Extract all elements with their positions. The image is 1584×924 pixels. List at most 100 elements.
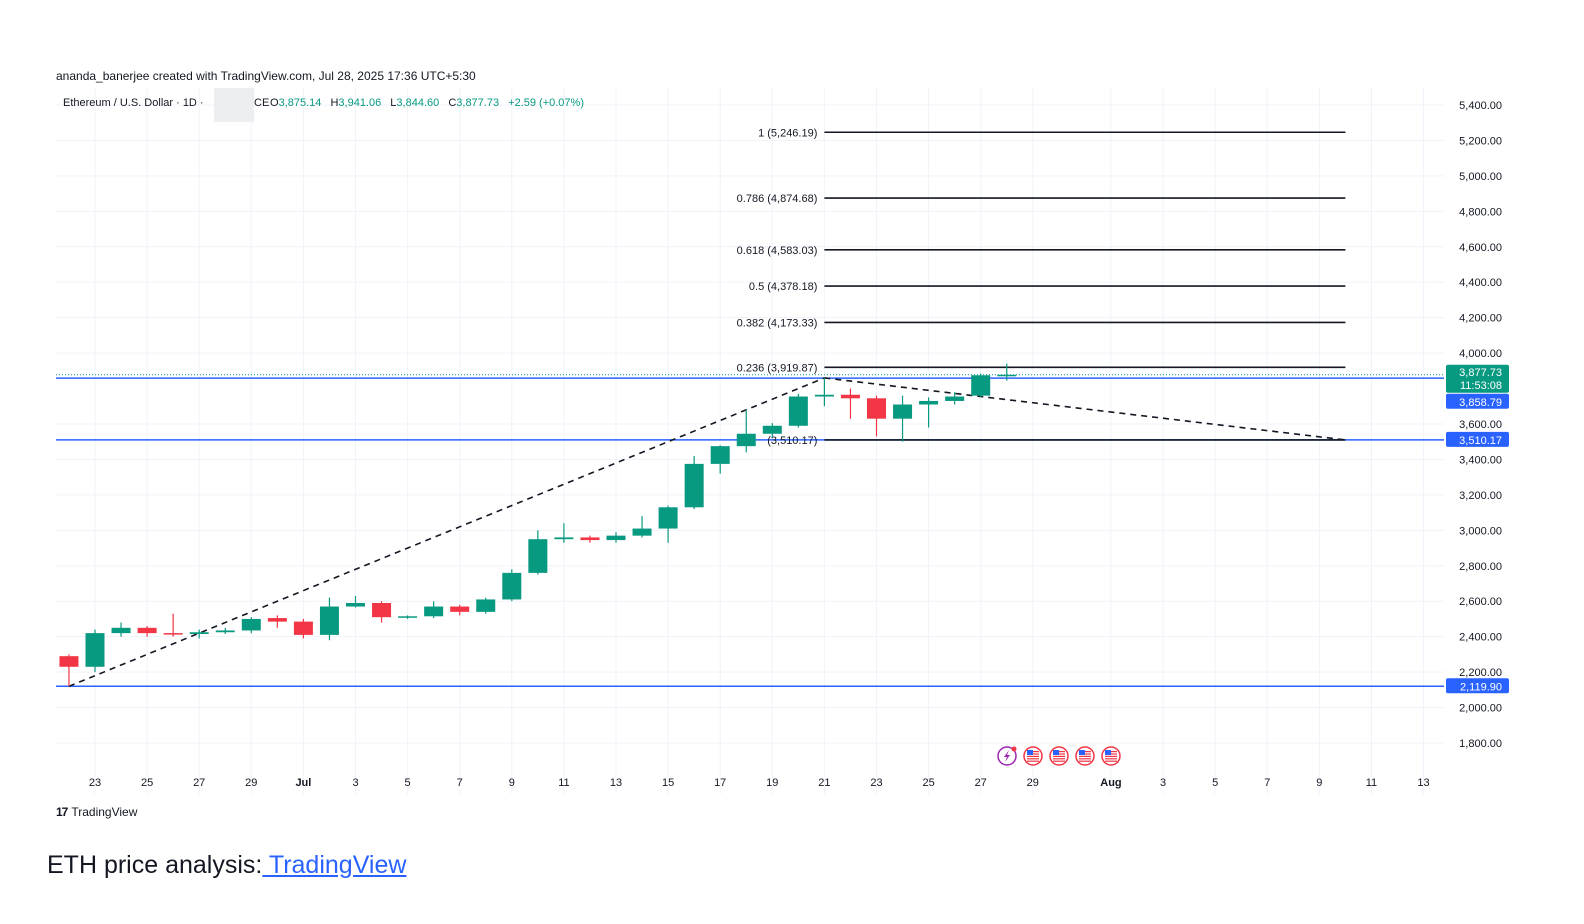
candle [450, 604, 470, 616]
tradingview-logo[interactable]: 17 TradingView [56, 804, 137, 820]
caption-prefix: ETH price analysis: [47, 851, 263, 879]
candle [319, 597, 339, 641]
candle [840, 388, 860, 419]
us-flag-event-icon[interactable] [1023, 746, 1043, 766]
flag-stripe [1079, 758, 1091, 760]
price-tick-label: 2,000.00 [1459, 703, 1502, 715]
level-price-badge [1446, 431, 1509, 447]
level-price-label: 2,119.90 [1460, 681, 1502, 693]
chart-credit: ananda_banerjee created with TradingView… [56, 69, 476, 83]
level-price-badge [1446, 678, 1509, 694]
candle-body [267, 618, 287, 622]
candle-body [814, 394, 834, 397]
legend-change: +2.59 (+0.07%) [508, 97, 584, 109]
candle-body [241, 618, 261, 631]
price-tick-label: 5,400.00 [1459, 100, 1502, 112]
candle-body [424, 606, 444, 617]
price-tick-label: 3,200.00 [1459, 490, 1502, 502]
legend-symbol: Ethereum / U.S. Dollar · 1D · [63, 97, 204, 109]
legend-exchange: CE [254, 97, 269, 109]
price-axis[interactable]: 1,800.00 2,000.00 2,200.00 2,400.00 2,600.00… [1444, 88, 1512, 795]
last-price-label: 3,877.73 [1459, 367, 1502, 379]
time-tick-label: 25 [922, 777, 934, 789]
candle-body [372, 602, 392, 618]
legend-close-label: C [448, 97, 456, 109]
candle [85, 629, 105, 673]
economic-events[interactable] [997, 746, 1121, 766]
candle [59, 654, 79, 687]
countdown-label: 11:53:08 [1460, 380, 1502, 392]
flag-stripe [1079, 755, 1091, 757]
price-tick-label: 2,400.00 [1459, 632, 1502, 644]
time-axis[interactable]: 23 25 27 29 Jul 3 5 7 9 11 13 15 17 19 21 23 25 27 29 Aug 3 5… [89, 777, 1430, 789]
time-tick-label: 23 [89, 777, 101, 789]
time-tick-label: 29 [245, 777, 257, 789]
last-price-badge [1446, 364, 1509, 393]
time-tick-label: 9 [1316, 777, 1322, 789]
candle [163, 613, 183, 637]
time-tick-label: 21 [818, 777, 830, 789]
fib-level-label: 0.618 (4,583.03) [737, 245, 818, 257]
flag-canton [1105, 750, 1111, 755]
trend-lines[interactable] [68, 377, 1346, 688]
flag-canton [1053, 750, 1059, 755]
time-tick-label: 5 [1212, 777, 1218, 789]
logo-text: TradingView [71, 805, 138, 819]
legend-open-label: O [270, 97, 279, 109]
price-tick-label: 1,800.00 [1459, 738, 1502, 750]
us-flag-event-icon[interactable] [1049, 746, 1069, 766]
legend-low-label: L [390, 97, 396, 109]
candle-body [293, 621, 313, 635]
candle [997, 363, 1017, 381]
candle [267, 615, 287, 628]
candle [424, 601, 444, 619]
price-tick-label: 5,000.00 [1459, 171, 1502, 183]
candle-body [319, 606, 339, 635]
grid [56, 88, 1512, 795]
price-tick-label: 3,000.00 [1459, 525, 1502, 537]
flag-canton [1027, 750, 1033, 755]
event-dot [1011, 746, 1017, 752]
lightning-event-icon[interactable] [997, 746, 1017, 766]
candle-body [137, 627, 157, 634]
candle [788, 393, 808, 428]
candle-body [606, 535, 626, 541]
time-tick-label: Aug [1100, 777, 1121, 789]
candle [658, 505, 678, 543]
candle [893, 395, 913, 442]
candle [632, 516, 652, 538]
candle-body [163, 633, 183, 635]
candle-body [215, 630, 235, 633]
candle [241, 617, 261, 634]
time-tick-label: 13 [610, 777, 622, 789]
candle-body [971, 375, 991, 396]
level-price-badge [1446, 393, 1509, 409]
flag-stripe [1105, 760, 1117, 762]
flag-stripe [1027, 755, 1039, 757]
fib-level-label: 1 (5,246.19) [758, 127, 817, 139]
time-tick-label: 27 [975, 777, 987, 789]
legend-low: 3,844.60 [396, 97, 439, 109]
candle-body [840, 394, 860, 399]
us-flag-event-icon[interactable] [1101, 746, 1121, 766]
trend-line[interactable] [68, 377, 825, 688]
tradingview-logo-icon: 17 [56, 805, 68, 819]
candle-body [528, 539, 548, 573]
tradingview-link[interactable]: TradingView [262, 851, 407, 879]
fibonacci-extension[interactable]: 1 (5,246.19) 0.786 (4,874.68) 0.618 (4,583… [737, 127, 1346, 447]
us-flag-event-icon[interactable] [1075, 746, 1095, 766]
candle-body [450, 606, 470, 612]
price-tick-label: 4,800.00 [1459, 206, 1502, 218]
candle-body [736, 433, 756, 447]
candle-body [189, 632, 209, 635]
candle [606, 532, 626, 543]
candles [59, 363, 1017, 687]
candle [684, 455, 704, 510]
flag-stripe [1105, 755, 1117, 757]
candle-body [710, 446, 730, 464]
candle-body [893, 404, 913, 419]
flag-stripe [1053, 755, 1065, 757]
candle-body [111, 627, 131, 634]
candle-body [658, 507, 678, 529]
